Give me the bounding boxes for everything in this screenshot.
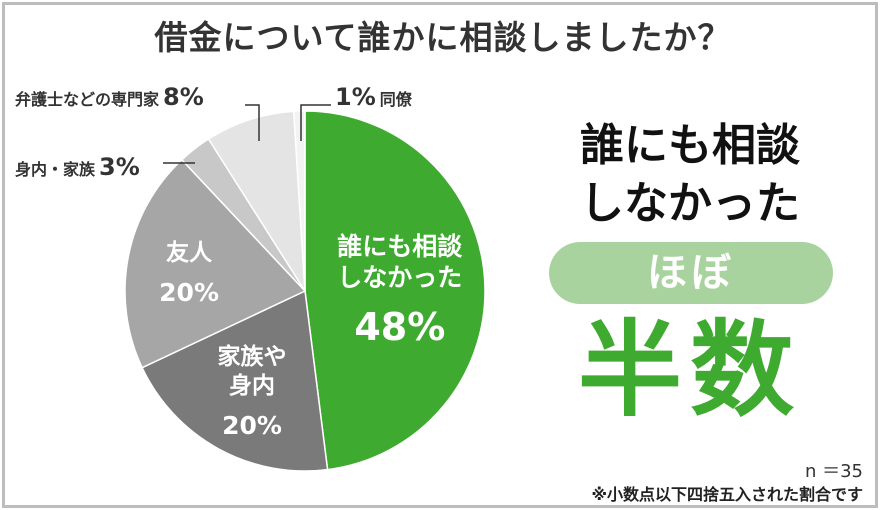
slice-value-2: 20% [159, 278, 219, 307]
slice-label-0-1: しなかった [337, 263, 462, 292]
callout-text-3: 身内・家族 [15, 160, 96, 179]
pie-slice-2 [124, 158, 307, 369]
callout-label-3: 身内・家族 3% [15, 153, 140, 181]
callout-value-4: 8% [163, 83, 204, 111]
slice-label-1-1: 身内 [229, 372, 275, 399]
callout-label-4: 弁護士などの専門家 8% [15, 83, 204, 111]
slice-label-0-0: 誰にも相談 [337, 232, 463, 261]
slice-value-0: 48% [354, 305, 445, 349]
callout-line-5 [300, 104, 331, 141]
headline-line-2: しなかった [580, 178, 800, 229]
pie-slice-0 [304, 110, 486, 471]
highlight-pill: ほぼ [549, 242, 833, 304]
pie-slice-1 [141, 289, 329, 472]
callout-text-5: 同僚 [380, 90, 413, 109]
callout-label-5: 1% 同僚 [335, 83, 413, 111]
callout-line-4 [245, 104, 260, 141]
sample-size-label: n ＝35 [804, 461, 863, 482]
pie-slice-4 [207, 110, 306, 292]
footnote: ※小数点以下四捨五入された割合です [591, 485, 863, 504]
headline-line-1: 誰にも相談 [580, 120, 800, 171]
pie-slice-5 [292, 110, 306, 292]
slice-label-1-0: 家族や [218, 343, 287, 370]
callout-text-4: 弁護士などの専門家 [15, 90, 160, 109]
chart-title: 借金について誰かに相談しましたか？ [154, 18, 732, 57]
slice-value-1: 20% [222, 411, 282, 440]
callout-value-5: 1% [335, 83, 376, 111]
callout-value-3: 3% [99, 153, 140, 181]
slice-label-2-0: 友人 [166, 240, 213, 266]
big-emphasis-text: 半数 [577, 309, 802, 431]
headline: 誰にも相談 しなかった [525, 117, 855, 233]
